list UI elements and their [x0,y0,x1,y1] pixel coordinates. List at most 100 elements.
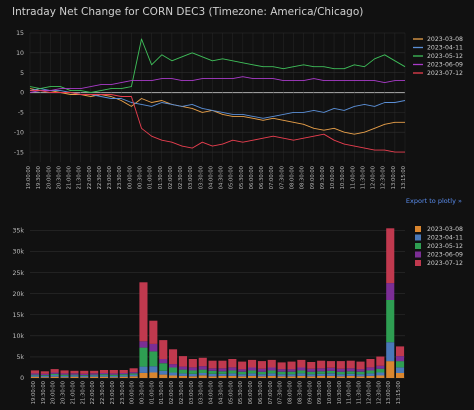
bar-segment-2023-05-12 [336,371,345,375]
bar-segment-2023-07-12 [307,362,316,369]
bar-segment-2023-06-09 [90,373,99,375]
bar-segment-2023-05-12 [119,374,128,376]
bar-x-tick-label: 00:00:00 [130,381,136,404]
line-legend-label[interactable]: 2023-05-12 [427,53,463,60]
line-legend-label[interactable]: 2023-07-12 [427,70,463,77]
bar-segment-2023-07-12 [356,361,365,370]
bar-segment-2023-03-08 [80,377,89,378]
export-to-plotly-link[interactable]: Export to plotly » [406,197,462,205]
bar-x-tick-label: 20:00:00 [51,381,57,404]
bar-legend-swatch [415,251,421,258]
bar-segment-2023-05-12 [346,371,355,374]
bar-segment-2023-03-08 [248,375,257,378]
line-legend-label[interactable]: 2023-04-11 [427,45,463,52]
bar-segment-2023-07-12 [386,228,395,284]
bar-segment-2023-05-12 [139,347,148,367]
bar-segment-2023-05-12 [70,374,79,376]
bar-segment-2023-07-12 [100,370,109,373]
bar-segment-2023-05-12 [386,300,395,343]
bar-segment-2023-06-09 [149,343,158,352]
bar-segment-2023-07-12 [218,360,227,369]
line-x-tick-label: 09:30:00 [320,166,326,189]
bar-segment-2023-06-09 [139,341,148,348]
bar-segment-2023-05-12 [287,371,296,375]
line-legend-label[interactable]: 2023-06-09 [427,62,463,69]
bar-segment-2023-05-12 [30,374,39,376]
bar-segment-2023-03-08 [257,376,266,378]
line-x-tick-label: 21:00:00 [67,166,73,189]
line-x-tick-label: 05:00:00 [229,166,235,189]
bar-segment-2023-05-12 [238,371,247,375]
bar-segment-2023-04-11 [326,373,335,376]
bar-segment-2023-03-08 [169,375,178,378]
bar-legend-label[interactable]: 2023-05-12 [427,243,463,250]
bar-segment-2023-03-08 [70,376,79,378]
bar-x-tick-label: 13:00:00 [386,381,392,404]
bar-segment-2023-06-09 [60,373,69,375]
bar-segment-2023-03-08 [356,376,365,378]
line-x-tick-label: 10:00:00 [330,166,336,189]
line-x-tick-label: 22:30:00 [97,166,103,189]
bar-segment-2023-07-12 [80,370,89,374]
series-line-2023-07-12 [30,90,405,153]
bar-segment-2023-04-11 [218,373,227,376]
bar-segment-2023-05-12 [60,374,69,376]
bar-segment-2023-03-08 [129,376,138,378]
bar-segment-2023-07-12 [60,370,69,374]
bar-segment-2023-04-11 [139,366,148,373]
bar-x-tick-label: 07:00:00 [268,381,274,404]
bar-legend-label[interactable]: 2023-04-11 [427,235,463,242]
bar-segment-2023-06-09 [218,368,227,372]
bar-legend-label[interactable]: 2023-06-09 [427,252,463,259]
bar-segment-2023-03-08 [238,376,247,378]
bar-segment-2023-04-11 [80,375,89,378]
bar-segment-2023-04-11 [40,375,49,378]
bar-x-tick-label: 05:00:00 [228,381,234,404]
bar-segment-2023-07-12 [208,360,217,369]
line-y-tick-label: -10 [14,129,24,136]
bar-segment-2023-07-12 [376,356,385,366]
bar-segment-2023-06-09 [277,369,286,372]
bar-segment-2023-06-09 [50,372,59,374]
bar-segment-2023-03-08 [198,375,207,378]
bar-legend-label[interactable]: 2023-07-12 [427,260,463,267]
line-x-tick-label: 08:00:00 [290,166,296,189]
bar-segment-2023-04-11 [267,373,276,376]
line-x-tick-label: 19:00:00 [26,166,32,189]
bar-segment-2023-03-08 [317,375,326,378]
bar-segment-2023-06-09 [40,373,49,376]
bar-segment-2023-03-08 [60,377,69,378]
bar-segment-2023-06-09 [119,372,128,375]
bar-segment-2023-07-12 [90,370,99,374]
bar-segment-2023-04-11 [396,367,405,373]
bar-segment-2023-04-11 [228,373,237,376]
bar-segment-2023-05-12 [326,370,335,374]
bar-segment-2023-05-12 [228,370,237,374]
bar-segment-2023-06-09 [109,373,118,375]
bar-y-tick-label: 10k [13,333,25,340]
bar-x-tick-label: 01:30:00 [159,381,165,404]
bar-segment-2023-03-08 [366,375,375,378]
line-x-tick-label: 04:30:00 [219,166,225,189]
bar-x-tick-label: 05:30:00 [238,381,244,404]
bar-segment-2023-07-12 [248,359,257,368]
bar-segment-2023-03-08 [139,372,148,378]
chart-title: Intraday Net Change for CORN DEC3 (Timez… [12,6,363,18]
bar-x-tick-label: 01:00:00 [149,381,155,404]
bar-legend-label[interactable]: 2023-03-08 [427,226,463,233]
line-x-tick-label: 06:30:00 [259,166,265,189]
bar-x-tick-label: 03:00:00 [189,381,195,404]
bar-segment-2023-07-12 [139,282,148,342]
bar-segment-2023-03-08 [50,376,59,378]
bar-segment-2023-03-08 [346,375,355,378]
line-legend-label[interactable]: 2023-03-08 [427,36,463,43]
bar-segment-2023-03-08 [386,361,395,378]
series-line-2023-05-12 [29,38,406,93]
bar-segment-2023-05-12 [50,373,59,376]
bar-segment-2023-05-12 [100,374,109,376]
bar-segment-2023-04-11 [188,373,197,377]
bar-y-tick-label: 25k [13,270,25,277]
line-x-tick-label: 20:30:00 [56,166,62,189]
bar-y-tick-label: 30k [13,249,25,256]
